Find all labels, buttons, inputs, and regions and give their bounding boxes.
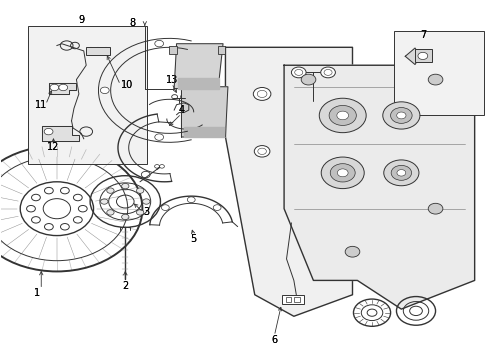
Text: 7: 7 [420, 30, 426, 40]
Polygon shape [42, 126, 79, 140]
Bar [294, 297, 300, 302]
Text: 11: 11 [35, 100, 47, 110]
Circle shape [337, 111, 348, 120]
Text: 12: 12 [47, 141, 60, 152]
Circle shape [100, 199, 108, 204]
Circle shape [329, 105, 356, 125]
Circle shape [383, 102, 420, 129]
Circle shape [397, 112, 406, 119]
Text: 6: 6 [271, 334, 277, 345]
Bar [27, 26, 147, 164]
Text: 9: 9 [78, 15, 84, 26]
Circle shape [418, 52, 428, 59]
Circle shape [100, 87, 109, 94]
Circle shape [107, 188, 114, 193]
Bar [394, 31, 485, 116]
Circle shape [45, 188, 53, 194]
Text: 8: 8 [129, 18, 136, 28]
Text: 10: 10 [121, 80, 133, 90]
Text: 3: 3 [143, 207, 149, 217]
Text: 2: 2 [122, 281, 128, 291]
Circle shape [391, 165, 412, 180]
Text: 1: 1 [34, 288, 40, 298]
Text: 8: 8 [129, 18, 136, 28]
Circle shape [60, 224, 69, 230]
Circle shape [292, 67, 306, 78]
Text: 13: 13 [166, 75, 178, 85]
Text: 4: 4 [178, 105, 185, 115]
Circle shape [45, 224, 53, 230]
Circle shape [143, 199, 150, 204]
Circle shape [330, 164, 355, 182]
Circle shape [78, 206, 87, 212]
Circle shape [60, 188, 69, 194]
Circle shape [161, 205, 169, 211]
Circle shape [428, 74, 443, 85]
Circle shape [337, 169, 348, 177]
Text: 5: 5 [191, 234, 197, 244]
Circle shape [31, 194, 40, 201]
Polygon shape [405, 48, 420, 64]
Text: 13: 13 [166, 75, 178, 85]
Circle shape [31, 217, 40, 223]
Circle shape [137, 210, 144, 215]
Circle shape [26, 206, 35, 212]
Polygon shape [49, 83, 76, 94]
Circle shape [391, 108, 412, 123]
Bar [218, 45, 225, 54]
Polygon shape [177, 78, 219, 89]
Text: 3: 3 [143, 207, 149, 217]
Text: 12: 12 [47, 141, 60, 152]
Circle shape [155, 134, 164, 140]
Circle shape [319, 98, 366, 133]
Polygon shape [181, 87, 228, 137]
Polygon shape [174, 44, 223, 89]
Circle shape [384, 160, 419, 186]
Circle shape [50, 84, 59, 91]
Text: 1: 1 [34, 288, 40, 298]
Circle shape [44, 129, 53, 135]
Circle shape [122, 183, 129, 189]
Circle shape [321, 157, 364, 189]
Circle shape [120, 149, 128, 156]
Bar [86, 47, 110, 55]
Circle shape [397, 170, 406, 176]
Circle shape [74, 217, 82, 223]
Circle shape [321, 67, 335, 78]
Circle shape [131, 123, 140, 130]
Circle shape [141, 171, 150, 178]
Polygon shape [225, 47, 352, 316]
Text: 11: 11 [35, 100, 47, 110]
Circle shape [301, 74, 316, 85]
Bar [169, 45, 176, 54]
Circle shape [74, 194, 82, 201]
Text: 5: 5 [191, 234, 197, 244]
Circle shape [107, 210, 114, 215]
Circle shape [213, 205, 221, 211]
Text: 7: 7 [420, 30, 426, 40]
Bar [286, 297, 292, 302]
Circle shape [155, 40, 164, 47]
Circle shape [59, 84, 68, 91]
Polygon shape [284, 65, 475, 309]
Text: 4: 4 [178, 105, 185, 115]
Text: 10: 10 [121, 80, 133, 90]
Text: 2: 2 [122, 281, 128, 291]
Text: 6: 6 [271, 334, 277, 345]
Bar [415, 49, 432, 62]
Circle shape [345, 246, 360, 257]
Text: 9: 9 [78, 15, 84, 26]
Circle shape [137, 188, 144, 193]
Bar [282, 295, 304, 304]
Circle shape [122, 214, 129, 220]
Circle shape [187, 197, 195, 203]
Circle shape [253, 87, 271, 100]
Circle shape [428, 203, 443, 214]
Polygon shape [184, 127, 224, 137]
Circle shape [254, 145, 270, 157]
